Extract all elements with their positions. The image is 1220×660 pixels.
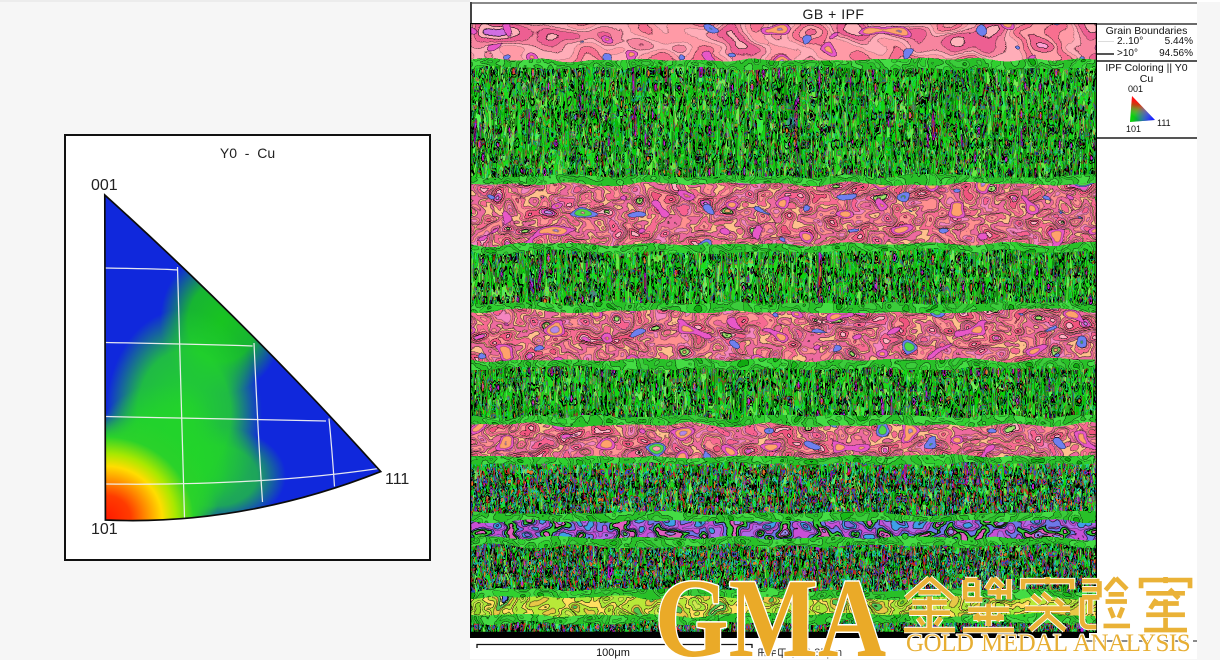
- svg-text:GOLD MEDAL ANALYSIS: GOLD MEDAL ANALYSIS: [906, 630, 1190, 657]
- svg-text:GMA: GMA: [655, 560, 886, 660]
